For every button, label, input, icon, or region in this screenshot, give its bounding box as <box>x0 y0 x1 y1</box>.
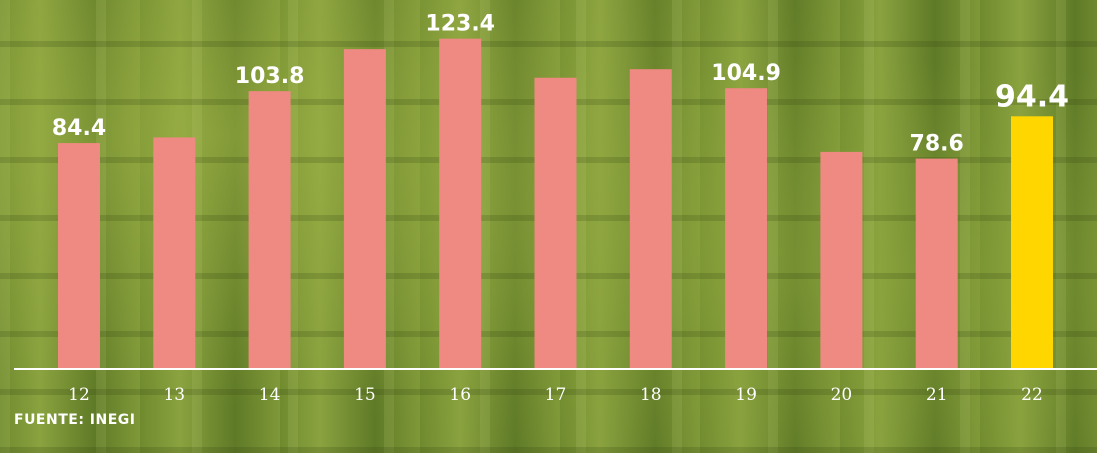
value-label-22: 94.4 <box>995 79 1069 114</box>
bar-15 <box>343 49 386 369</box>
x-tick-17: 17 <box>545 385 567 405</box>
value-label-21: 78.6 <box>910 132 964 157</box>
bar-21 <box>915 158 958 369</box>
bar-18 <box>629 69 672 369</box>
x-tick-14: 14 <box>259 385 281 405</box>
value-labels-group: 84.4 103.8 123.4 104.9 78.6 94.4 <box>52 12 1069 157</box>
bar-14 <box>248 91 291 370</box>
bar-16 <box>439 38 482 369</box>
bar-13 <box>153 137 196 369</box>
source-note: FUENTE: INEGI <box>14 412 136 428</box>
x-tick-labels-group: 12 13 14 15 16 17 18 19 20 21 22 <box>68 385 1043 405</box>
value-label-14: 103.8 <box>235 64 305 89</box>
bar-20 <box>820 151 863 369</box>
x-tick-12: 12 <box>68 385 90 405</box>
bar-22 <box>1011 116 1053 369</box>
x-tick-18: 18 <box>640 385 662 405</box>
x-tick-19: 19 <box>735 385 757 405</box>
bar-17 <box>534 77 577 370</box>
bars-group <box>58 38 1053 370</box>
x-tick-13: 13 <box>163 385 185 405</box>
bar-12 <box>58 143 100 369</box>
x-tick-22: 22 <box>1021 385 1043 405</box>
x-tick-15: 15 <box>354 385 376 405</box>
x-tick-16: 16 <box>449 385 471 405</box>
bar-19 <box>725 88 768 370</box>
value-label-16: 123.4 <box>425 12 495 37</box>
value-label-19: 104.9 <box>711 61 781 86</box>
value-label-12: 84.4 <box>52 116 106 141</box>
x-tick-21: 21 <box>926 385 948 405</box>
x-tick-20: 20 <box>831 385 853 405</box>
